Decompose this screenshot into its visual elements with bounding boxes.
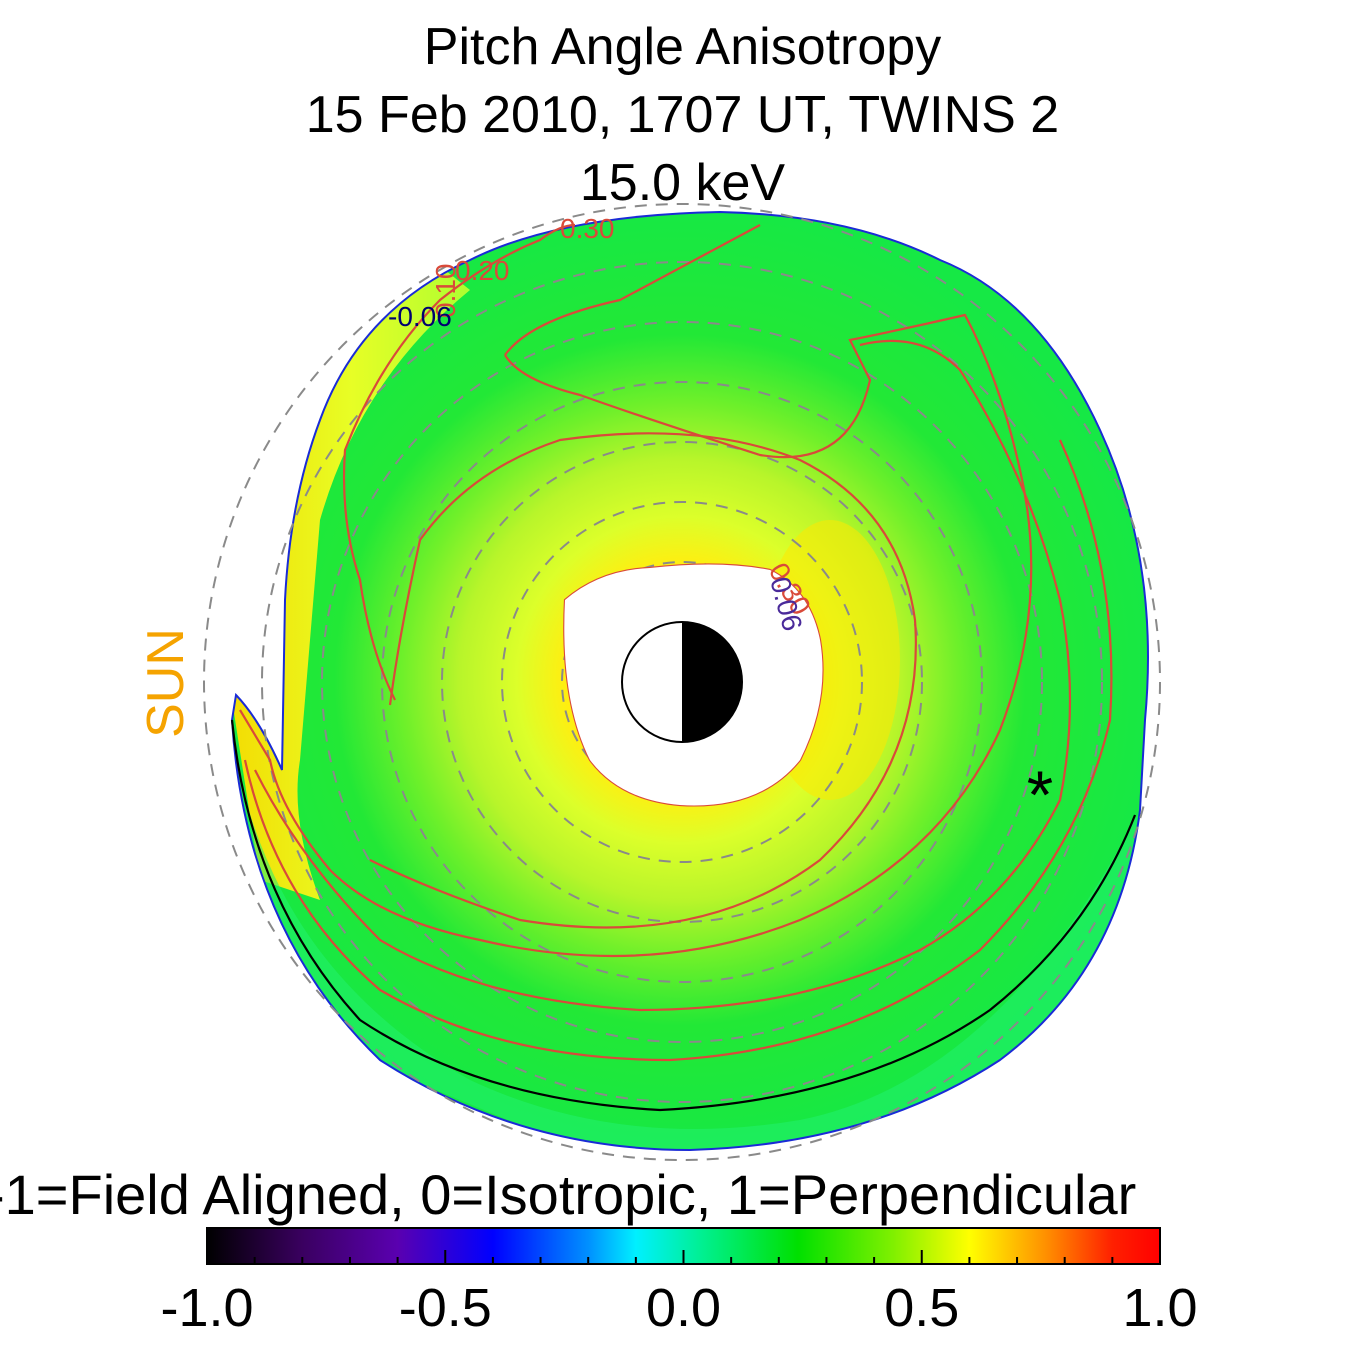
energy-label: 15.0 keV <box>579 154 786 212</box>
distance-ring <box>501 501 863 863</box>
field-edge-low <box>232 720 1148 1150</box>
chart-subtitle: 15 Feb 2010, 1707 UT, TWINS 2 <box>305 86 1060 144</box>
chart-title: Pitch Angle Anisotropy <box>423 18 942 76</box>
contour-label: 0.10 <box>430 264 461 319</box>
contour-0.20 <box>254 339 1072 1012</box>
distance-ring <box>381 381 983 983</box>
contour-0.30-inner <box>369 432 917 929</box>
contour-label: 0.20 <box>455 255 510 286</box>
distance-ring <box>441 441 923 923</box>
earth-icon <box>621 621 743 743</box>
distance-ring <box>261 261 1103 1103</box>
domain-boundary <box>230 210 1149 1152</box>
contour-0.00 <box>230 719 1137 1112</box>
distance-ring <box>203 203 1161 1161</box>
contour-label: -0.06 <box>388 301 452 332</box>
sun-label: SUN <box>137 628 195 738</box>
star-marker-icon: * <box>1027 757 1053 833</box>
contour-0.10 <box>243 439 1113 1062</box>
contour-0.30-outer <box>239 224 1033 958</box>
earth-night-side <box>682 622 742 742</box>
distance-ring <box>321 321 1043 1043</box>
colorbar-caption: -1=Field Aligned, 0=Isotropic, 1=Perpend… <box>0 1163 1137 1226</box>
contour-label: 0.30 <box>560 213 615 244</box>
contour-0.30-north <box>342 223 576 701</box>
